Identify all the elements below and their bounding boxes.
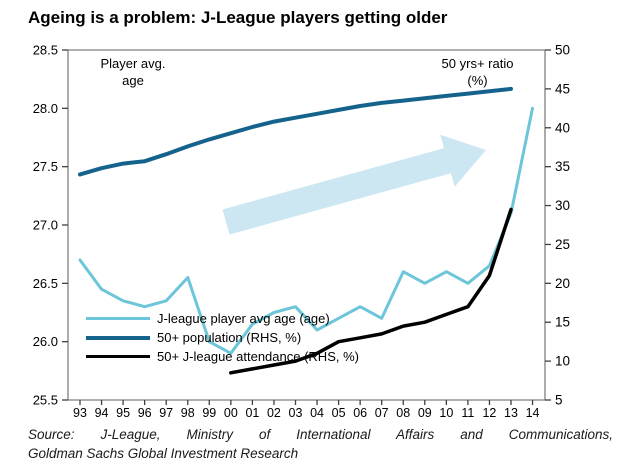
x-axis-year-label: 10 [439, 406, 453, 420]
x-axis-year-label: 96 [138, 406, 152, 420]
legend-label: 50+ J-league attendance (RHS, %) [157, 349, 359, 364]
x-axis-year-label: 99 [202, 406, 216, 420]
left-axis-tick-label: 26.5 [33, 276, 58, 291]
left-axis-annotation: Player avg. age [78, 55, 188, 89]
left-axis-tick-label: 28.0 [33, 101, 58, 116]
series-line-2 [229, 207, 513, 375]
left-axis-tick-label: 27.0 [33, 218, 58, 233]
legend-line-sample-darkblue [86, 335, 150, 340]
chart-title: Ageing is a problem: J-League players ge… [28, 8, 448, 27]
legend-line-sample-lightblue [86, 317, 150, 320]
x-axis-year-label: 14 [526, 406, 540, 420]
x-axis-year-label: 97 [159, 406, 173, 420]
x-axis-year-label: 04 [310, 406, 324, 420]
right-axis-annotation-line1: 50 yrs+ ratio [441, 56, 514, 71]
legend-label: J-league player avg age (age) [157, 311, 330, 326]
right-axis-annotation: 50 yrs+ ratio (%) [415, 55, 540, 89]
series-line-1 [78, 86, 513, 177]
right-axis-tick-label: 30 [555, 198, 570, 213]
x-axis-year-label: 94 [95, 406, 109, 420]
legend-item-50plus-attendance: 50+ J-league attendance (RHS, %) [86, 347, 359, 366]
source-note-line2: Goldman Sachs Global Investment Research [28, 446, 299, 461]
x-axis-year-label: 03 [289, 406, 303, 420]
right-axis-tick-label: 10 [555, 354, 570, 369]
left-axis-tick-label: 27.5 [33, 159, 58, 174]
series-line-0 [78, 106, 534, 355]
x-axis-year-label: 07 [375, 406, 389, 420]
legend-item-player-avg-age: J-league player avg age (age) [86, 309, 359, 328]
left-axis-tick-label: 25.5 [33, 393, 58, 408]
x-axis-year-label: 98 [181, 406, 195, 420]
legend-line-sample-black [86, 354, 150, 359]
x-axis-year-label: 01 [245, 406, 259, 420]
source-note: Source: J-League, Ministry of Internatio… [28, 425, 613, 463]
trend-arrow-annotation [222, 134, 486, 235]
x-axis-year-label: 11 [461, 406, 474, 420]
source-note-line1: Source: J-League, Ministry of Internatio… [28, 427, 613, 442]
x-axis-year-label: 02 [267, 406, 281, 420]
x-axis-year-label: 13 [504, 406, 518, 420]
right-axis-tick-label: 35 [555, 159, 570, 174]
left-axis-tick-label: 26.0 [33, 334, 58, 349]
x-axis-year-label: 00 [224, 406, 238, 420]
x-axis-year-label: 09 [418, 406, 432, 420]
x-axis-year-label: 12 [482, 406, 496, 420]
x-axis-year-label: 95 [116, 406, 130, 420]
left-axis-annotation-line1: Player avg. [100, 56, 166, 71]
right-axis-tick-label: 50 [555, 43, 570, 58]
x-axis-year-label: 06 [353, 406, 367, 420]
legend-label: 50+ population (RHS, %) [157, 330, 302, 345]
chart-legend: J-league player avg age (age) 50+ popula… [86, 309, 359, 366]
right-axis-tick-label: 15 [555, 315, 570, 330]
right-axis-tick-label: 45 [555, 81, 570, 96]
x-axis-year-label: 93 [73, 406, 87, 420]
x-axis-year-label: 05 [332, 406, 346, 420]
left-axis-tick-label: 28.5 [33, 43, 58, 58]
x-axis-year-label: 08 [396, 406, 410, 420]
right-axis-tick-label: 5 [555, 393, 563, 408]
left-axis-annotation-line2: age [122, 73, 144, 88]
right-axis-annotation-line2: (%) [467, 73, 488, 88]
right-axis-tick-label: 40 [555, 120, 570, 135]
right-axis-tick-label: 25 [555, 237, 570, 252]
right-axis-tick-label: 20 [555, 276, 570, 291]
legend-item-50plus-population: 50+ population (RHS, %) [86, 328, 359, 347]
